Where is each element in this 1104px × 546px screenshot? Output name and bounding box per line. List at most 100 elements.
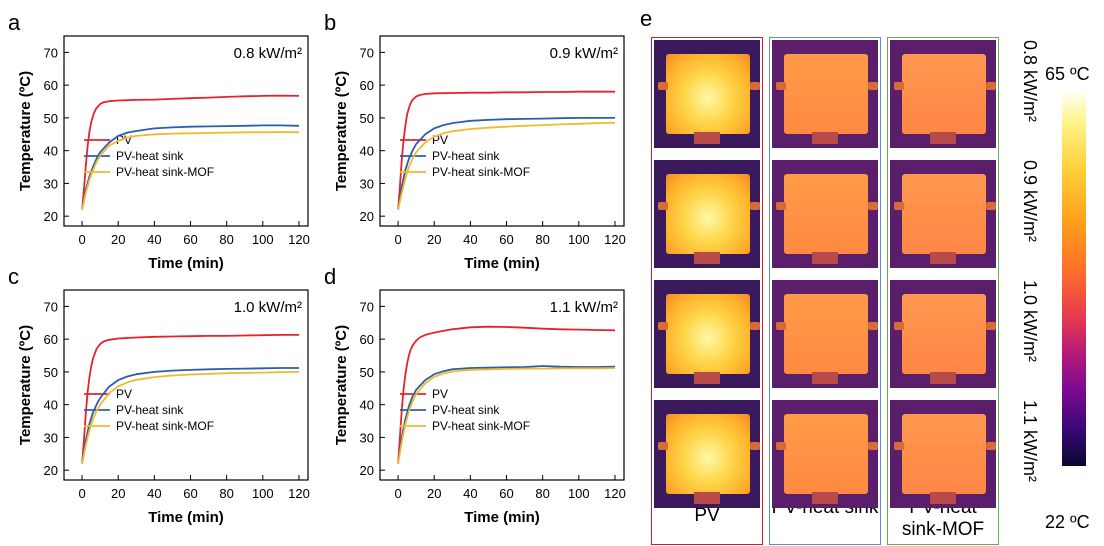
panel-letter-a: a bbox=[8, 10, 21, 35]
module-mount bbox=[930, 372, 956, 384]
legend-label: PV bbox=[432, 387, 448, 401]
thermal-image bbox=[772, 400, 878, 508]
legend-label: PV bbox=[116, 387, 132, 401]
column-label-0: PV bbox=[694, 505, 720, 526]
legend-label: PV-heat sink bbox=[116, 403, 184, 417]
legend-label: PV-heat sink-MOF bbox=[432, 419, 530, 433]
panel-letter-b: b bbox=[324, 10, 336, 35]
y-tick-label: 40 bbox=[44, 398, 58, 413]
thermal-image bbox=[654, 160, 760, 268]
y-axis-label: Temperature (ºC) bbox=[17, 325, 34, 445]
module-connector bbox=[894, 442, 904, 450]
module-connector bbox=[658, 442, 668, 450]
pv-module-hotspot bbox=[666, 174, 750, 254]
x-tick-label: 20 bbox=[427, 486, 441, 501]
colorbar-min-label: 22 ºC bbox=[1045, 512, 1090, 532]
module-connector bbox=[750, 202, 760, 210]
series-line-1 bbox=[397, 365, 616, 464]
colorbar-max-label: 65 ºC bbox=[1045, 64, 1090, 84]
pv-module-hotspot bbox=[666, 54, 750, 134]
module-connector bbox=[776, 82, 786, 90]
y-axis-label: Temperature (ºC) bbox=[17, 71, 34, 191]
y-tick-label: 70 bbox=[360, 299, 374, 314]
x-tick-label: 80 bbox=[535, 486, 549, 501]
series-line-0 bbox=[81, 333, 299, 464]
module-mount bbox=[930, 252, 956, 264]
row-label-irradiance: 1.0 kW/m² bbox=[1020, 280, 1040, 363]
x-tick-label: 40 bbox=[147, 232, 161, 247]
module-mount bbox=[812, 492, 838, 504]
module-mount bbox=[694, 492, 720, 504]
series-line-2 bbox=[397, 367, 616, 464]
x-tick-label: 60 bbox=[183, 232, 197, 247]
row-label-irradiance: 0.9 kW/m² bbox=[1020, 160, 1040, 243]
y-tick-label: 70 bbox=[360, 45, 374, 60]
module-connector bbox=[658, 82, 668, 90]
chart-panel-a: a 20 30 40 50 60 70 0 20 40 60 80 100 120 Time (min) Te… bbox=[8, 10, 310, 272]
x-tick-label: 20 bbox=[111, 486, 125, 501]
plot-frame bbox=[379, 35, 625, 227]
y-tick-label: 20 bbox=[44, 463, 58, 478]
x-tick-label: 20 bbox=[427, 232, 441, 247]
module-mount bbox=[694, 372, 720, 384]
y-axis-label: Temperature (ºC) bbox=[333, 325, 350, 445]
series-line-1 bbox=[81, 367, 299, 464]
x-tick-label: 60 bbox=[499, 486, 513, 501]
series-line-2 bbox=[81, 371, 300, 464]
row-label-irradiance: 0.8 kW/m² bbox=[1020, 40, 1040, 123]
legend-label: PV-heat sink-MOF bbox=[432, 165, 530, 179]
legend-label: PV-heat sink-MOF bbox=[116, 419, 214, 433]
x-tick-label: 40 bbox=[463, 486, 477, 501]
thermal-image bbox=[890, 160, 996, 268]
thermal-image bbox=[654, 280, 760, 388]
module-connector bbox=[868, 442, 878, 450]
module-mount bbox=[694, 132, 720, 144]
x-tick-label: 60 bbox=[183, 486, 197, 501]
module-connector bbox=[894, 82, 904, 90]
x-tick-label: 80 bbox=[219, 232, 233, 247]
series-line-0 bbox=[397, 325, 616, 464]
pv-module-hotspot bbox=[902, 174, 986, 254]
pv-module-hotspot bbox=[902, 54, 986, 134]
module-mount bbox=[812, 252, 838, 264]
series-line-0 bbox=[397, 90, 615, 210]
plot-frame bbox=[63, 289, 309, 481]
x-axis-label: Time (min) bbox=[148, 509, 224, 526]
column-frame-1 bbox=[769, 37, 881, 545]
legend-label: PV-heat sink-MOF bbox=[116, 165, 214, 179]
y-tick-label: 50 bbox=[44, 111, 58, 126]
module-connector bbox=[776, 442, 786, 450]
module-connector bbox=[986, 82, 996, 90]
charts-area: a 20 30 40 50 60 70 0 20 40 60 80 100 120 Time (min) Te… bbox=[8, 10, 626, 526]
x-axis-label: Time (min) bbox=[464, 509, 540, 526]
x-tick-label: 80 bbox=[219, 486, 233, 501]
y-tick-label: 40 bbox=[360, 144, 374, 159]
panel-letter-d: d bbox=[324, 264, 336, 289]
module-mount bbox=[930, 492, 956, 504]
y-tick-label: 60 bbox=[44, 78, 58, 93]
y-tick-label: 70 bbox=[44, 45, 58, 60]
module-connector bbox=[986, 442, 996, 450]
y-tick-label: 40 bbox=[360, 398, 374, 413]
y-tick-label: 20 bbox=[360, 209, 374, 224]
module-connector bbox=[868, 202, 878, 210]
panel-letter-e: e bbox=[640, 6, 653, 31]
legend-label: PV-heat sink bbox=[432, 403, 500, 417]
x-axis-label: Time (min) bbox=[464, 255, 540, 272]
module-mount bbox=[694, 252, 720, 264]
thermal-image bbox=[890, 400, 996, 508]
module-mount bbox=[930, 132, 956, 144]
module-connector bbox=[776, 202, 786, 210]
x-tick-label: 120 bbox=[288, 486, 310, 501]
x-tick-label: 40 bbox=[147, 486, 161, 501]
column-frame-2 bbox=[887, 37, 999, 545]
x-tick-label: 100 bbox=[252, 486, 274, 501]
pv-module-hotspot bbox=[666, 294, 750, 374]
y-tick-label: 50 bbox=[360, 365, 374, 380]
x-tick-label: 0 bbox=[394, 486, 401, 501]
y-tick-label: 30 bbox=[360, 430, 374, 445]
plot-frame bbox=[379, 289, 625, 481]
irradiance-annotation: 0.8 kW/m² bbox=[234, 45, 302, 62]
module-connector bbox=[894, 322, 904, 330]
thermal-image bbox=[654, 400, 760, 508]
